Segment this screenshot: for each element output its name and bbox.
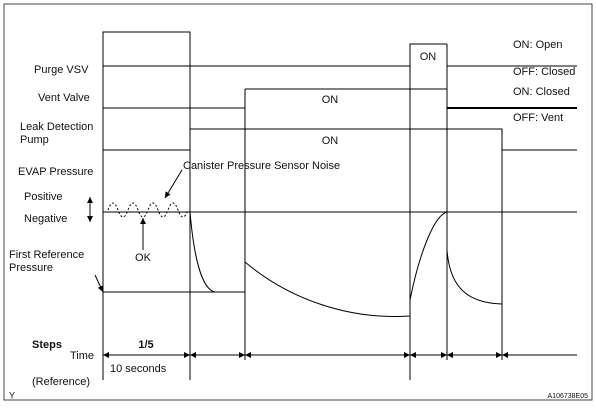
signal-label: Negative	[24, 213, 67, 225]
duration-label: 10 seconds	[110, 363, 167, 375]
wave-lines	[87, 31, 577, 380]
time-label: Time	[70, 350, 94, 362]
on-label: ON	[322, 94, 339, 106]
signal-label: Purge VSV	[34, 64, 89, 76]
frame	[3, 3, 593, 401]
on-label: ON	[322, 135, 339, 147]
annotation: OK	[135, 252, 152, 264]
signal-label: Vent Valve	[38, 92, 90, 104]
figure-code: A106738E05	[548, 393, 589, 400]
signal-label: Positive	[24, 191, 63, 203]
state-label: OFF: Vent	[513, 112, 563, 124]
signal-label: Pump	[20, 134, 49, 146]
labels: Purge VSV Vent Valve Leak Detection Pump…	[9, 39, 588, 400]
state-label: OFF: Closed	[513, 66, 575, 78]
steps-label: Steps	[32, 339, 62, 351]
signal-label: First Reference	[9, 249, 84, 261]
signal-label: EVAP Pressure	[18, 166, 93, 178]
annotation: Canister Pressure Sensor Noise	[183, 160, 340, 172]
on-label: ON	[420, 51, 437, 63]
reference-label: (Reference)	[32, 376, 90, 388]
step-label: 1/5	[138, 339, 153, 351]
signal-label: Pressure	[9, 262, 53, 274]
corner-label: Y	[9, 390, 15, 400]
state-label: ON: Open	[513, 39, 563, 51]
state-label: ON: Closed	[513, 86, 570, 98]
signal-label: Leak Detection	[20, 121, 93, 133]
